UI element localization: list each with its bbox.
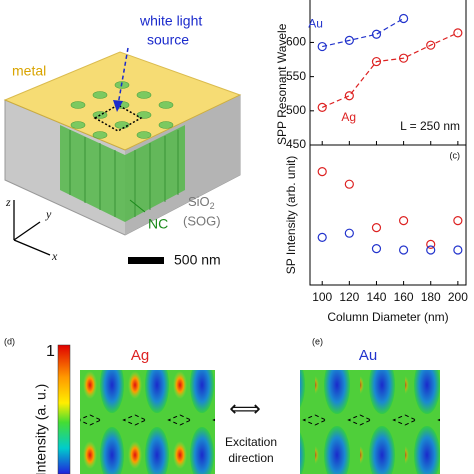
map-title: Au — [359, 347, 377, 364]
field-maps: (d) 1 Intensity (a. u.) Ag ⟺ Excitation … — [4, 336, 440, 474]
point — [399, 245, 409, 255]
nc-label: NC — [148, 216, 168, 232]
nc-pointer — [129, 199, 146, 213]
y-tick-label: 550 — [286, 69, 306, 83]
scale-bar — [128, 257, 164, 264]
point — [453, 245, 463, 255]
y-axis-label: SPP Resonant Wavele — [275, 23, 289, 145]
point — [399, 53, 409, 63]
y-tick-label: 600 — [286, 35, 306, 49]
point — [317, 102, 327, 112]
illustration: white light source metal SiO2 (SOG) NC z… — [3, 13, 242, 268]
point — [344, 35, 354, 45]
x-axis-label: Column Diameter (nm) — [327, 310, 448, 324]
colorbar-max: 1 — [46, 343, 55, 360]
point — [426, 40, 436, 50]
point — [399, 13, 409, 24]
point — [317, 41, 327, 52]
point — [371, 244, 382, 254]
light-arrow — [117, 47, 129, 106]
series-label: Ag — [341, 110, 356, 124]
colorbar-label: Intensity (a. u.) — [33, 384, 49, 474]
double-arrow: ⟺ — [229, 396, 261, 421]
x-tick-label: 180 — [421, 290, 441, 304]
panel-label: (d) — [4, 336, 15, 346]
plot-frame — [309, 144, 467, 286]
light-label: source — [147, 32, 189, 48]
fit-line — [321, 32, 459, 108]
map-title: Ag — [131, 347, 149, 364]
x-tick-label: 140 — [366, 290, 386, 304]
point — [344, 179, 354, 189]
nanocolumns — [60, 125, 185, 222]
fit-line — [322, 17, 404, 48]
point — [317, 232, 327, 242]
axis-y: y — [45, 207, 52, 221]
axes-glyph — [13, 200, 51, 256]
x-tick-label: 120 — [339, 290, 359, 304]
substrate-label: SiO2 — [188, 194, 215, 211]
scale-label: 500 nm — [174, 252, 221, 268]
colorbar — [57, 344, 71, 474]
point — [426, 245, 436, 255]
x-tick-label: 160 — [394, 290, 414, 304]
au-map — [300, 370, 440, 474]
excitation-label: Excitation — [225, 435, 277, 449]
point — [371, 223, 382, 233]
substrate-label: (SOG) — [183, 213, 221, 228]
x-tick-label: 200 — [448, 290, 468, 304]
panel-label: (c) — [450, 150, 461, 160]
point — [399, 216, 409, 226]
point — [344, 228, 354, 238]
light-label: white light — [139, 13, 202, 29]
annotation: L = 250 nm — [400, 119, 460, 133]
point — [317, 167, 327, 177]
x-tick-label: 100 — [312, 290, 332, 304]
panel-label: (e) — [312, 336, 323, 346]
point — [453, 28, 463, 38]
point — [453, 216, 463, 226]
metal-label: metal — [12, 63, 46, 79]
series-label: Au — [308, 17, 323, 31]
y-tick-label: 500 — [286, 103, 306, 117]
point — [371, 56, 382, 67]
axis-z: z — [5, 195, 11, 209]
ag-map — [80, 370, 215, 474]
excitation-area — [93, 104, 143, 132]
y-tick-label: 450 — [286, 137, 306, 151]
excitation-label: direction — [228, 451, 273, 465]
point — [426, 239, 436, 249]
point — [344, 91, 354, 101]
y-axis-label: SP Intensity (arb. unit) — [284, 156, 298, 275]
point — [371, 29, 382, 39]
axis-x: x — [51, 249, 58, 263]
arrow-head — [113, 100, 123, 112]
